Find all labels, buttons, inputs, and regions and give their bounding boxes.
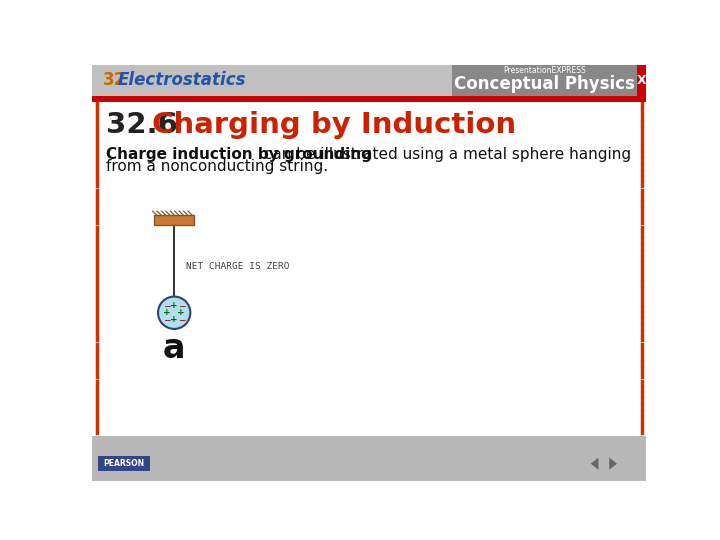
Text: Charge induction by grounding: Charge induction by grounding: [106, 147, 372, 161]
Text: −: −: [178, 315, 185, 325]
Text: −: −: [178, 301, 185, 310]
Bar: [452, 65, 639, 96]
Bar: [154, 215, 194, 225]
Bar: [92, 65, 647, 96]
Text: Conceptual Physics: Conceptual Physics: [454, 75, 635, 93]
Text: can be illustrated using a metal sphere hanging: can be illustrated using a metal sphere …: [258, 147, 631, 161]
Text: X: X: [636, 73, 647, 87]
Text: Electrostatics: Electrostatics: [118, 71, 246, 89]
Text: −: −: [163, 301, 171, 310]
Text: 32: 32: [102, 71, 126, 89]
Text: +: +: [177, 308, 185, 317]
Text: a: a: [163, 332, 186, 364]
Bar: [92, 96, 647, 102]
Text: −: −: [163, 315, 171, 325]
Text: NET CHARGE IS ZERO: NET CHARGE IS ZERO: [186, 262, 289, 271]
Text: +: +: [163, 308, 171, 317]
Polygon shape: [609, 457, 617, 470]
Polygon shape: [590, 457, 598, 470]
Text: +: +: [171, 315, 178, 324]
Text: Charging by Induction: Charging by Induction: [152, 111, 516, 139]
Text: PresentationEXPRESS: PresentationEXPRESS: [503, 66, 586, 76]
Bar: [92, 436, 647, 481]
Bar: [637, 65, 647, 96]
Text: 32.6: 32.6: [106, 111, 178, 139]
Text: from a nonconducting string.: from a nonconducting string.: [106, 159, 328, 174]
Text: +: +: [171, 301, 178, 310]
Text: PEARSON: PEARSON: [104, 459, 145, 468]
Bar: [98, 456, 150, 471]
Circle shape: [158, 296, 190, 329]
